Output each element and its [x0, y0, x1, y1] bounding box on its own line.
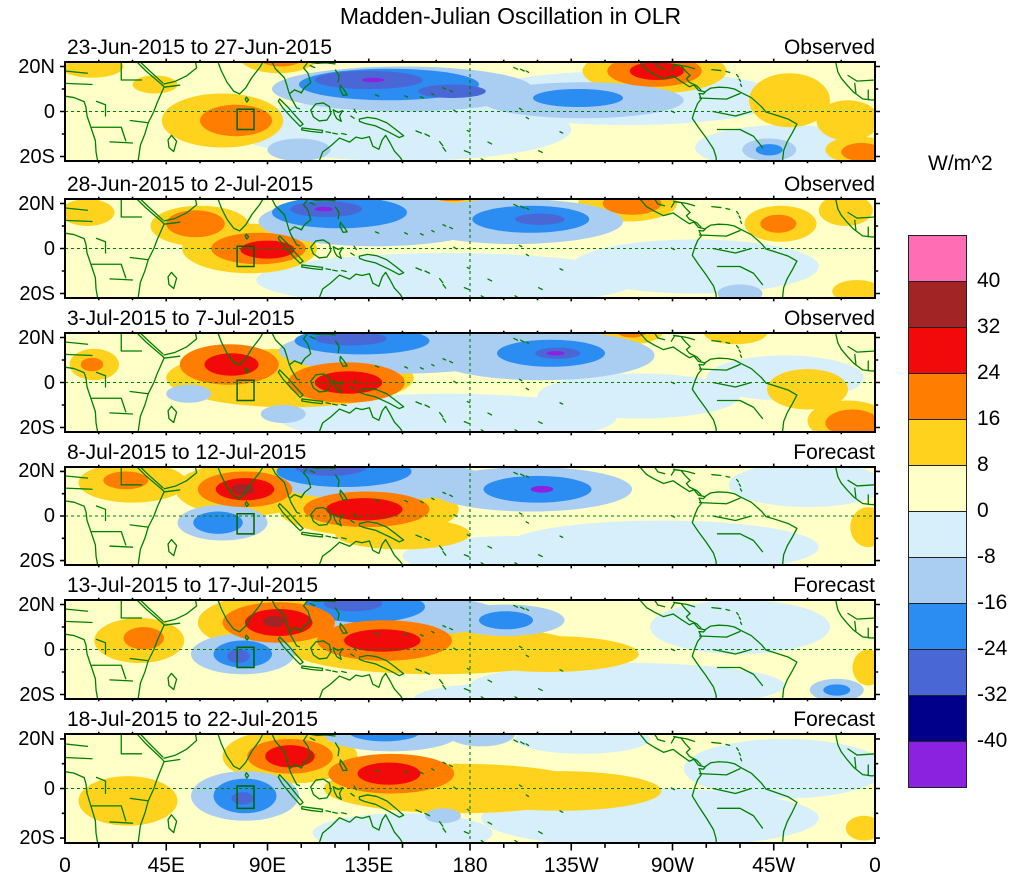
latitude-tick-label: 20S [19, 416, 55, 439]
panel-source-label: Observed [783, 173, 875, 196]
reference-region-box [237, 246, 254, 266]
latitude-tick-label: 0 [43, 777, 55, 800]
longitude-tick-label: 45E [147, 854, 185, 877]
panel-source-label: Observed [783, 36, 875, 59]
colorbar-tick-label: -24 [977, 637, 1008, 660]
colorbar-tick-label: -32 [977, 683, 1008, 706]
colorbar-tick-label: -8 [977, 545, 996, 568]
latitude-tick-label: 0 [43, 371, 55, 394]
longitude-tick-label: 0 [869, 854, 881, 877]
contour-map-panel [65, 600, 875, 699]
latitude-tick-label: 20N [18, 593, 55, 616]
panel-date-range-label: 18-Jul-2015 to 22-Jul-2015 [67, 708, 318, 731]
reference-region-box [237, 647, 254, 667]
panel-date-range-label: 23-Jun-2015 to 27-Jun-2015 [67, 36, 333, 59]
colorbar-tick-label: 40 [977, 269, 1001, 292]
panel-source-label: Forecast [793, 574, 875, 597]
panel-source-label: Observed [783, 307, 875, 330]
colorbar-swatch [908, 557, 967, 604]
colorbar-tick-label: 24 [977, 361, 1001, 384]
latitude-tick-label: 20N [18, 55, 55, 78]
latitude-tick-label: 20N [18, 460, 55, 483]
contour-map-panel [65, 62, 875, 161]
longitude-tick-label: 0 [59, 854, 71, 877]
latitude-tick-label: 0 [43, 638, 55, 661]
latitude-tick-label: 0 [43, 100, 55, 123]
colorbar-units-label: W/m^2 [928, 152, 993, 175]
reference-region-box [237, 109, 254, 129]
panel-date-range-label: 13-Jul-2015 to 17-Jul-2015 [67, 574, 318, 597]
reference-region-box [237, 380, 254, 400]
latitude-tick-label: 20N [18, 326, 55, 349]
colorbar-swatch [908, 373, 967, 420]
colorbar-swatch [908, 281, 967, 328]
reference-region-box [237, 786, 254, 808]
colorbar-swatch [908, 419, 967, 466]
latitude-tick-label: 0 [43, 505, 55, 527]
panel-date-range-label: 8-Jul-2015 to 12-Jul-2015 [67, 441, 307, 464]
colorbar [908, 235, 967, 788]
colorbar-tick-label: 16 [977, 407, 1001, 430]
colorbar-tick-label: 0 [977, 499, 989, 522]
colorbar-swatch [908, 741, 967, 788]
colorbar-tick-label: 32 [977, 315, 1001, 338]
longitude-tick-label: 135W [543, 854, 599, 877]
panel-header: 13-Jul-2015 to 17-Jul-2015 Forecast [65, 574, 875, 598]
latitude-tick-label: 20S [19, 282, 55, 305]
longitude-tick-label: 135E [344, 854, 394, 877]
latitude-tick-label: 20S [19, 145, 55, 168]
latitude-tick-label: 20N [18, 727, 55, 750]
colorbar-swatch [908, 327, 967, 374]
latitude-tick-label: 20S [19, 549, 55, 572]
colorbar-tick-label: -16 [977, 591, 1008, 614]
longitude-tick-label: 90E [248, 854, 287, 877]
latitude-tick-label: 20N [18, 192, 55, 215]
colorbar-swatch [908, 465, 967, 512]
panel-date-range-label: 28-Jun-2015 to 2-Jul-2015 [67, 173, 314, 196]
contour-map-panel [65, 467, 875, 565]
panel-header: 8-Jul-2015 to 12-Jul-2015 Forecast [65, 441, 875, 465]
latitude-tick-label: 20S [19, 683, 55, 706]
panel-header: 28-Jun-2015 to 2-Jul-2015 Observed [65, 173, 875, 197]
colorbar-swatch [908, 695, 967, 742]
panel-source-label: Forecast [793, 708, 875, 731]
panel-date-range-label: 3-Jul-2015 to 7-Jul-2015 [67, 307, 295, 330]
colorbar-tick-label: 8 [977, 453, 989, 476]
contour-map-panel [65, 734, 875, 843]
reference-region-box [237, 514, 254, 534]
panel-header: 18-Jul-2015 to 22-Jul-2015 Forecast [65, 708, 875, 732]
colorbar-swatch [908, 235, 967, 282]
longitude-tick-label: 45W [752, 854, 796, 877]
panel-source-label: Forecast [793, 441, 875, 464]
panel-header: 23-Jun-2015 to 27-Jun-2015 Observed [65, 36, 875, 60]
contour-map-panel [65, 333, 875, 432]
figure-title: Madden-Julian Oscillation in OLR [339, 3, 682, 29]
latitude-tick-label: 20S [19, 827, 55, 850]
latitude-tick-label: 0 [43, 237, 55, 260]
colorbar-swatch [908, 649, 967, 696]
longitude-tick-label: 90W [650, 854, 695, 877]
panel-header: 3-Jul-2015 to 7-Jul-2015 Observed [65, 307, 875, 331]
contour-map-panel [65, 199, 875, 298]
colorbar-swatch [908, 603, 967, 650]
longitude-tick-label: 180 [452, 854, 488, 877]
colorbar-swatch [908, 511, 967, 558]
colorbar-tick-label: -40 [977, 729, 1008, 752]
